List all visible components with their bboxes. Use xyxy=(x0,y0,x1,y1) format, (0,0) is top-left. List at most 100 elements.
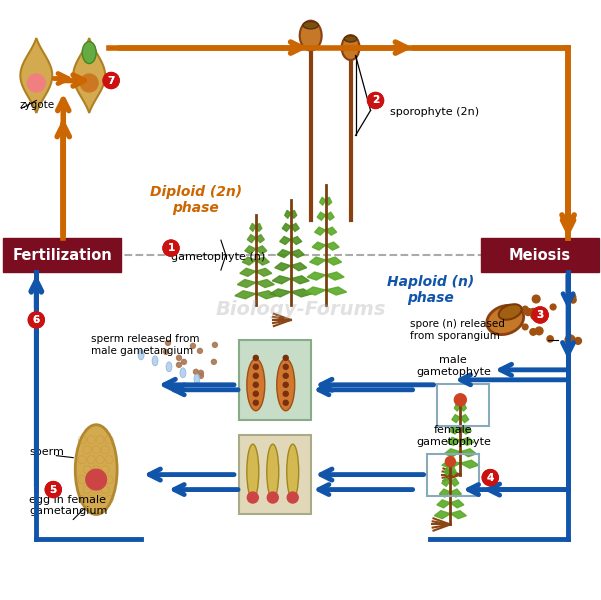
Polygon shape xyxy=(291,263,307,271)
Polygon shape xyxy=(250,223,256,232)
Polygon shape xyxy=(450,478,459,486)
Polygon shape xyxy=(315,227,326,235)
Text: spore (n) released
from sporangium: spore (n) released from sporangium xyxy=(410,319,505,341)
Polygon shape xyxy=(235,291,256,299)
Polygon shape xyxy=(277,250,291,257)
FancyBboxPatch shape xyxy=(239,434,311,514)
Circle shape xyxy=(253,391,258,396)
Polygon shape xyxy=(275,263,291,271)
Text: 7: 7 xyxy=(108,76,115,86)
Polygon shape xyxy=(450,500,464,508)
Polygon shape xyxy=(460,460,479,468)
Circle shape xyxy=(482,470,498,485)
Circle shape xyxy=(177,355,182,361)
Polygon shape xyxy=(270,289,291,297)
Polygon shape xyxy=(312,242,326,250)
Circle shape xyxy=(532,307,548,323)
Circle shape xyxy=(529,308,537,316)
Polygon shape xyxy=(460,449,476,457)
Polygon shape xyxy=(452,415,460,422)
Polygon shape xyxy=(291,276,309,284)
Text: gametophyte (n): gametophyte (n) xyxy=(171,252,265,262)
Polygon shape xyxy=(444,467,450,475)
FancyBboxPatch shape xyxy=(4,238,121,272)
Circle shape xyxy=(212,359,216,364)
Circle shape xyxy=(163,240,179,256)
Circle shape xyxy=(253,382,258,387)
Circle shape xyxy=(194,370,198,374)
Circle shape xyxy=(45,482,61,497)
Polygon shape xyxy=(326,242,339,250)
Circle shape xyxy=(575,338,581,344)
Polygon shape xyxy=(437,500,450,508)
Circle shape xyxy=(283,391,288,396)
Polygon shape xyxy=(291,250,304,257)
Polygon shape xyxy=(317,212,326,220)
Polygon shape xyxy=(305,287,326,295)
Polygon shape xyxy=(460,437,474,445)
Polygon shape xyxy=(444,449,460,457)
Circle shape xyxy=(103,73,119,88)
Circle shape xyxy=(253,364,258,370)
Polygon shape xyxy=(237,280,256,287)
Circle shape xyxy=(163,240,179,256)
Ellipse shape xyxy=(166,362,172,372)
Text: 3: 3 xyxy=(537,310,544,320)
Circle shape xyxy=(522,324,528,330)
Text: 5: 5 xyxy=(50,485,57,494)
Ellipse shape xyxy=(247,359,265,411)
Polygon shape xyxy=(256,246,267,254)
Polygon shape xyxy=(450,467,456,475)
Circle shape xyxy=(535,327,543,335)
Polygon shape xyxy=(326,212,334,220)
Polygon shape xyxy=(326,197,332,205)
Circle shape xyxy=(81,74,98,92)
Circle shape xyxy=(283,355,288,361)
Circle shape xyxy=(532,295,540,303)
Circle shape xyxy=(253,373,258,379)
Circle shape xyxy=(570,297,576,303)
Circle shape xyxy=(368,92,383,109)
Circle shape xyxy=(253,400,258,405)
Polygon shape xyxy=(442,460,460,468)
Circle shape xyxy=(565,294,573,302)
Circle shape xyxy=(283,364,288,370)
Circle shape xyxy=(283,373,288,379)
Text: 1: 1 xyxy=(168,243,175,253)
Circle shape xyxy=(283,400,288,405)
Polygon shape xyxy=(256,280,274,287)
Text: 5: 5 xyxy=(50,485,57,494)
Text: female
gametophyte: female gametophyte xyxy=(416,425,491,446)
Ellipse shape xyxy=(487,305,523,335)
FancyBboxPatch shape xyxy=(239,340,311,420)
Ellipse shape xyxy=(82,41,96,64)
Circle shape xyxy=(551,304,556,310)
Text: 7: 7 xyxy=(108,76,115,86)
Circle shape xyxy=(267,492,278,503)
Ellipse shape xyxy=(287,444,299,499)
Circle shape xyxy=(28,312,44,328)
Polygon shape xyxy=(442,478,450,486)
Text: sperm: sperm xyxy=(29,446,64,457)
Polygon shape xyxy=(256,268,272,277)
Circle shape xyxy=(191,343,195,349)
Polygon shape xyxy=(320,197,326,205)
Ellipse shape xyxy=(267,444,279,499)
Text: egg in female
gametangium: egg in female gametangium xyxy=(29,495,108,517)
Circle shape xyxy=(212,343,218,347)
Text: 4: 4 xyxy=(487,473,494,482)
Circle shape xyxy=(283,382,288,387)
Text: 3: 3 xyxy=(537,310,544,320)
Polygon shape xyxy=(291,223,299,232)
Ellipse shape xyxy=(180,368,186,378)
Polygon shape xyxy=(326,272,344,280)
Polygon shape xyxy=(326,287,347,295)
Polygon shape xyxy=(20,38,52,113)
Circle shape xyxy=(45,482,61,497)
Ellipse shape xyxy=(152,356,158,366)
Polygon shape xyxy=(245,246,256,254)
Polygon shape xyxy=(78,430,114,509)
Circle shape xyxy=(163,349,168,355)
Polygon shape xyxy=(435,511,450,518)
Ellipse shape xyxy=(303,22,319,29)
